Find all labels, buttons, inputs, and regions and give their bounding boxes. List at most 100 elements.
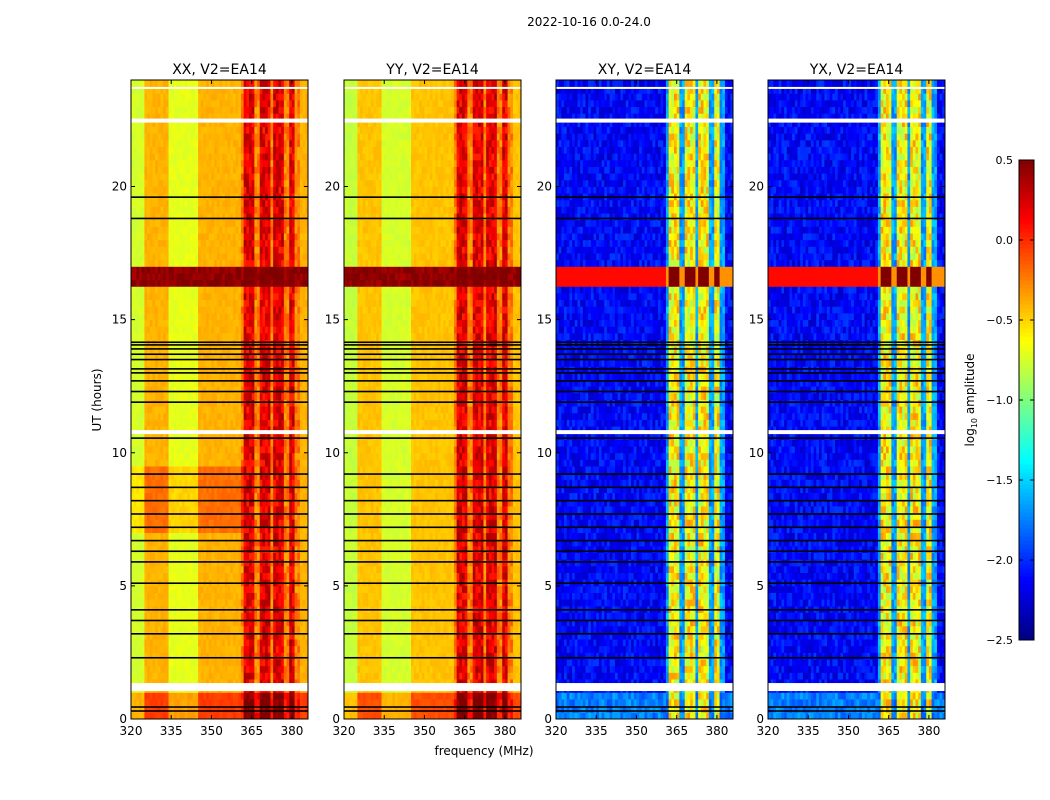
heatmap-cell xyxy=(232,645,236,653)
heatmap-cell xyxy=(147,273,151,281)
heatmap-cell xyxy=(249,226,253,234)
heatmap-cell xyxy=(224,506,228,514)
heatmap-cell xyxy=(214,539,218,547)
heatmap-cell xyxy=(286,326,290,334)
heatmap-cell xyxy=(206,599,210,607)
heatmap-cell xyxy=(262,545,266,553)
heatmap-cell xyxy=(149,419,153,427)
heatmap-cell xyxy=(232,532,236,540)
heatmap-cell xyxy=(157,599,161,607)
heatmap-cell xyxy=(246,466,250,474)
heatmap-cell xyxy=(184,259,188,267)
heatmap-cell xyxy=(222,525,226,534)
heatmap-cell xyxy=(192,326,196,334)
heatmap-cell xyxy=(133,665,137,673)
heatmap-cell xyxy=(165,479,169,487)
heatmap-cell xyxy=(214,519,218,527)
heatmap-cell xyxy=(195,552,199,560)
heatmap-cell xyxy=(294,286,298,294)
heatmap-cell xyxy=(168,639,172,647)
heatmap-cell xyxy=(152,239,156,247)
heatmap-cell xyxy=(171,406,175,414)
heatmap-cell xyxy=(214,312,218,321)
heatmap-cell xyxy=(160,452,164,460)
heatmap-cell xyxy=(195,466,199,474)
heatmap-cell xyxy=(270,372,274,380)
heatmap-cell xyxy=(291,499,295,507)
heatmap-cell xyxy=(155,426,159,434)
heatmap-cell xyxy=(251,625,255,633)
heatmap-cell xyxy=(147,246,151,254)
heatmap-cell xyxy=(240,266,245,274)
heatmap-cell xyxy=(163,552,167,560)
heatmap-cell xyxy=(147,492,151,500)
heatmap-cell xyxy=(163,412,167,420)
heatmap-cell xyxy=(267,266,271,274)
heatmap-cell xyxy=(275,312,279,321)
heatmap-cell xyxy=(305,565,309,573)
heatmap-cell xyxy=(155,679,159,687)
heatmap-cell xyxy=(147,432,151,440)
heatmap-cell xyxy=(283,426,287,434)
heatmap-cell xyxy=(206,466,210,474)
heatmap-cell xyxy=(289,439,293,447)
heatmap-cell xyxy=(157,406,161,414)
heatmap-cell xyxy=(133,679,137,687)
heatmap-cell xyxy=(181,372,186,380)
heatmap-cell xyxy=(235,625,239,633)
heatmap-cell xyxy=(254,492,258,500)
heatmap-cell xyxy=(184,712,188,720)
heatmap-cell xyxy=(160,446,164,454)
heatmap-cell xyxy=(291,525,295,534)
heatmap-cell xyxy=(160,399,164,407)
heatmap-cell xyxy=(265,612,269,620)
heatmap-cell xyxy=(163,399,167,407)
heatmap-cell xyxy=(275,399,279,407)
heatmap-cell xyxy=(165,619,169,627)
heatmap-cell xyxy=(187,446,191,454)
heatmap-cell xyxy=(157,659,161,667)
heatmap-cell xyxy=(265,632,269,640)
heatmap-cell xyxy=(163,499,167,507)
heatmap-cell xyxy=(230,619,234,627)
heatmap-cell xyxy=(211,705,215,713)
heatmap-cell xyxy=(141,599,145,607)
heatmap-cell xyxy=(299,319,304,327)
heatmap-cell xyxy=(195,479,199,487)
heatmap-cell xyxy=(133,539,137,547)
heatmap-cell xyxy=(299,266,304,274)
heatmap-cell xyxy=(214,279,218,287)
heatmap-cell xyxy=(147,392,151,400)
heatmap-cell xyxy=(219,319,223,327)
heatmap-cell xyxy=(240,559,245,567)
heatmap-cell xyxy=(270,645,274,653)
heatmap-cell xyxy=(275,359,279,367)
heatmap-cell xyxy=(203,712,207,720)
heatmap-cell xyxy=(136,319,140,327)
heatmap-cell xyxy=(294,239,298,247)
heatmap-cell xyxy=(141,446,145,454)
heatmap-cell xyxy=(192,386,196,394)
heatmap-cell xyxy=(141,492,145,500)
heatmap-cell xyxy=(291,619,295,627)
heatmap-cell xyxy=(184,545,188,553)
heatmap-cell xyxy=(176,472,180,480)
heatmap-cell xyxy=(195,259,199,267)
heatmap-cell xyxy=(246,426,250,434)
heatmap-cell xyxy=(147,699,151,707)
heatmap-cell xyxy=(173,632,177,640)
heatmap-cell xyxy=(181,279,186,287)
heatmap-cell xyxy=(173,712,177,720)
heatmap-cell xyxy=(297,652,301,660)
heatmap-cell xyxy=(224,239,228,247)
heatmap-cell xyxy=(240,499,245,507)
heatmap-cell xyxy=(206,273,210,281)
heatmap-cell xyxy=(139,226,143,234)
heatmap-cell xyxy=(133,239,137,247)
heatmap-cell xyxy=(203,705,207,713)
heatmap-cell xyxy=(147,452,151,460)
heatmap-cell xyxy=(249,479,253,487)
heatmap-cell xyxy=(238,559,242,567)
heatmap-cell xyxy=(160,492,164,500)
heatmap-cell xyxy=(200,466,204,474)
